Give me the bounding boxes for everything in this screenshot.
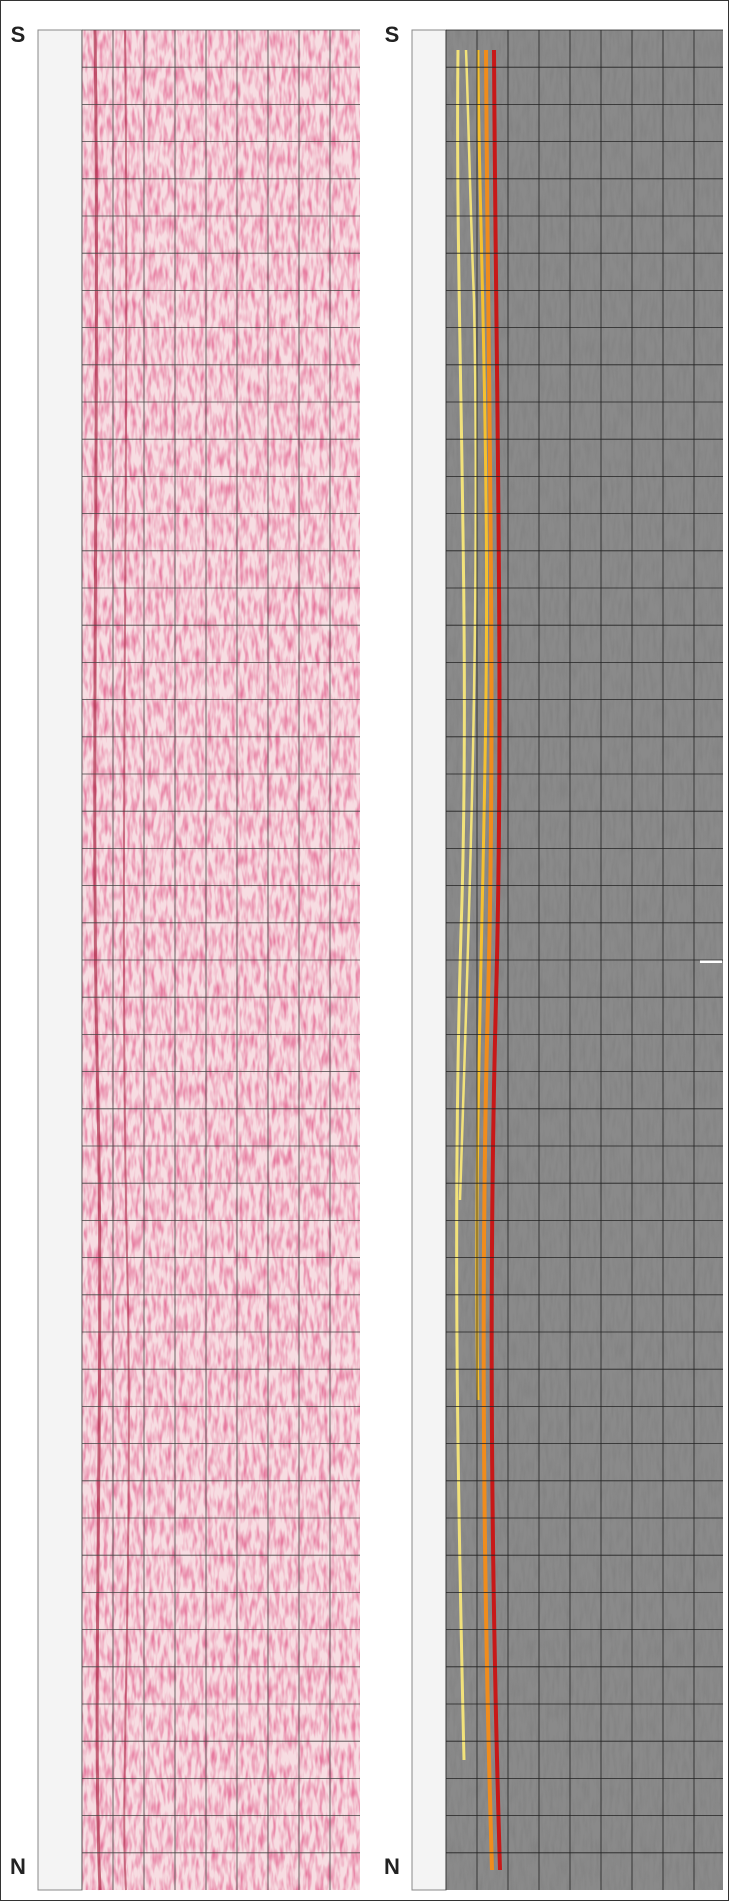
reflector [93, 29, 102, 1891]
top-label: S [11, 22, 26, 47]
axis-strip [411, 29, 447, 1891]
reflector [122, 29, 130, 1891]
horizon [458, 49, 478, 1201]
grid [81, 29, 360, 1890]
marker [700, 960, 722, 963]
horizon [455, 49, 466, 1761]
horizon [481, 49, 494, 1871]
right-panel: S N [384, 22, 723, 1891]
bottom-label: N [10, 1854, 26, 1879]
grid [445, 29, 723, 1890]
top-label: S [385, 22, 400, 47]
left-panel: S N [10, 22, 360, 1891]
axis-strip [37, 29, 83, 1891]
horizon [475, 49, 489, 1401]
horizon [489, 49, 502, 1871]
bottom-label: N [384, 1854, 400, 1879]
